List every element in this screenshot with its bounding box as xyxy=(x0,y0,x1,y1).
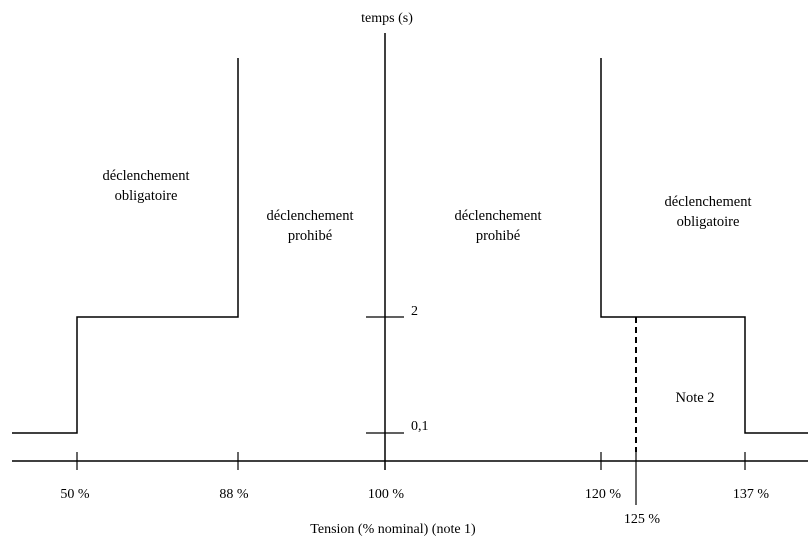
region-left-prohibe: déclenchement prohibé xyxy=(267,206,354,246)
undervoltage-trip-curve xyxy=(12,58,239,434)
region-left-obligatoire: déclenchement obligatoire xyxy=(103,166,190,206)
x-axis-title: Tension (% nominal) (note 1) xyxy=(310,522,476,537)
y-tick-label-2: 2 xyxy=(411,304,418,319)
y-axis-title: temps (s) xyxy=(361,11,413,26)
region-right-prohibe-line2: prohibé xyxy=(475,228,521,244)
region-right-obligatoire-line2: obligatoire xyxy=(676,214,740,230)
x-tick-label-125: 125 % xyxy=(623,512,661,527)
region-left-obligatoire-line2: obligatoire xyxy=(114,188,178,204)
x-tick-label-88: 88 % xyxy=(219,487,249,502)
x-tick-label-120: 120 % xyxy=(584,487,622,502)
y-tick-label-0-1: 0,1 xyxy=(411,419,429,434)
region-right-obligatoire-line1: déclenchement xyxy=(664,194,752,210)
region-right-obligatoire: déclenchement obligatoire xyxy=(665,192,752,232)
x-tick-label-50: 50 % xyxy=(60,487,90,502)
region-right-prohibe: déclenchement prohibé xyxy=(455,206,542,246)
region-left-obligatoire-line1: déclenchement xyxy=(102,168,190,184)
x-tick-label-100: 100 % xyxy=(367,487,405,502)
region-right-prohibe-line1: déclenchement xyxy=(454,208,542,224)
note-2-label: Note 2 xyxy=(675,390,715,406)
region-left-prohibe-line1: déclenchement xyxy=(266,208,354,224)
x-tick-label-137: 137 % xyxy=(732,487,770,502)
region-left-prohibe-line2: prohibé xyxy=(287,228,333,244)
overvoltage-trip-curve xyxy=(600,58,808,434)
